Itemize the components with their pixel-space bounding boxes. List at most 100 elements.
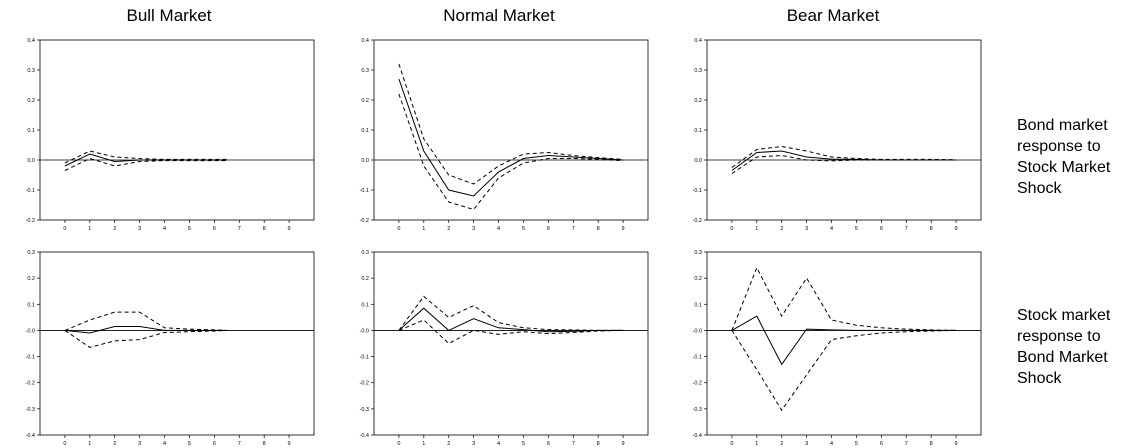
- y-tick-label: -0.2: [26, 381, 35, 387]
- y-tick-label: 0.1: [694, 128, 702, 134]
- y-tick-label: -0.2: [693, 381, 702, 387]
- y-tick-label: -0.2: [693, 218, 702, 224]
- y-tick-label: 0.0: [27, 158, 35, 164]
- x-tick-label: 2: [780, 441, 783, 447]
- x-tick-label: 4: [163, 226, 166, 232]
- x-tick-label: 7: [572, 226, 575, 232]
- y-tick-label: 0.4: [27, 38, 35, 44]
- x-tick-label: 3: [472, 441, 475, 447]
- x-tick-label: 5: [188, 441, 191, 447]
- y-tick-label: -0.1: [26, 355, 35, 361]
- row-label-line: response to: [1017, 328, 1101, 345]
- plot-frame: [373, 39, 649, 221]
- y-tick-label: 0.2: [694, 98, 702, 104]
- plot-frame: [39, 251, 315, 436]
- x-tick-label: 0: [397, 226, 400, 232]
- x-tick-label: 2: [780, 226, 783, 232]
- y-tick-label: -0.1: [26, 188, 35, 194]
- x-tick-label: 9: [288, 441, 291, 447]
- impulse-response-line: [731, 315, 957, 366]
- x-tick-label: 3: [138, 441, 141, 447]
- y-tick-label: 0.1: [694, 302, 702, 308]
- x-tick-label: 8: [930, 226, 933, 232]
- x-tick-label: 7: [238, 441, 241, 447]
- x-tick-label: 5: [855, 226, 858, 232]
- x-tick-label: 6: [213, 226, 216, 232]
- x-tick-label: 4: [830, 441, 833, 447]
- impulse-response-line: [64, 326, 227, 334]
- x-tick-label: 8: [263, 226, 266, 232]
- confidence-band-line: [398, 63, 624, 185]
- y-tick-label: 0.3: [27, 68, 35, 74]
- chart-panel-3: -0.4 -0.3 -0.2 -0.1 -0.0 0.1 0.2 0.3 0 1 2 3 4 5 6 7 8 9: [26, 250, 315, 447]
- row-label-line: Bond market: [1017, 117, 1108, 134]
- confidence-band-line: [731, 329, 957, 412]
- x-tick-label: 5: [855, 441, 858, 447]
- x-tick-label: 7: [572, 441, 575, 447]
- x-tick-label: 6: [213, 441, 216, 447]
- y-tick-label: -0.1: [360, 188, 369, 194]
- y-tick-label: -0.4: [26, 433, 35, 439]
- row-label-bond-response: Bond market response to Stock Market Sho…: [1017, 115, 1142, 199]
- x-tick-label: 4: [497, 441, 500, 447]
- y-tick-label: 0.1: [361, 128, 369, 134]
- x-tick-label: 0: [63, 226, 66, 232]
- y-tick-label: 0.0: [361, 158, 369, 164]
- x-tick-label: 1: [88, 441, 91, 447]
- x-tick-label: 3: [138, 226, 141, 232]
- column-title-bear: Bear Market: [786, 6, 880, 25]
- impulse-response-line: [398, 78, 624, 197]
- y-tick-label: -0.2: [360, 218, 369, 224]
- x-tick-label: 2: [447, 441, 450, 447]
- x-tick-label: 4: [163, 441, 166, 447]
- y-tick-label: -0.3: [26, 407, 35, 413]
- x-tick-label: 8: [597, 441, 600, 447]
- confidence-band-line: [64, 150, 227, 164]
- impulse-response-line: [64, 153, 227, 167]
- row-label-line: Bond Market: [1017, 349, 1108, 366]
- row-label-line: response to: [1017, 138, 1101, 155]
- x-tick-label: 7: [905, 226, 908, 232]
- x-tick-label: 6: [547, 226, 550, 232]
- x-tick-label: 6: [880, 226, 883, 232]
- column-title-bull: Bull Market: [126, 6, 212, 25]
- x-tick-label: 9: [955, 441, 958, 447]
- confidence-band-line: [731, 266, 957, 331]
- chart-panel-5: -0.4 -0.3 -0.2 -0.1 -0.0 0.1 0.2 0.3 0 1 2 3 4 5 6 7 8 9: [693, 250, 982, 447]
- y-tick-label: -0.0: [693, 328, 702, 334]
- confidence-band-line: [731, 154, 957, 174]
- x-tick-label: 4: [830, 226, 833, 232]
- x-tick-label: 7: [238, 226, 241, 232]
- x-tick-label: 1: [88, 226, 91, 232]
- y-tick-label: 0.3: [694, 250, 702, 256]
- y-tick-label: 0.1: [361, 302, 369, 308]
- column-title-normal: Normal Market: [443, 6, 555, 25]
- y-tick-label: 0.1: [27, 128, 35, 134]
- x-tick-label: 1: [422, 441, 425, 447]
- y-tick-label: 0.3: [361, 250, 369, 256]
- y-tick-label: -0.4: [693, 433, 702, 439]
- chart-panel-0: -0.2 -0.1 0.0 0.1 0.2 0.3 0.4 0 1 2 3 4 5 6 7 8 9: [26, 38, 315, 232]
- y-tick-label: 0.2: [361, 98, 369, 104]
- y-tick-label: -0.4: [360, 433, 369, 439]
- x-tick-label: 3: [472, 226, 475, 232]
- x-tick-label: 0: [397, 441, 400, 447]
- x-tick-label: 6: [547, 441, 550, 447]
- y-tick-label: 0.1: [27, 302, 35, 308]
- x-tick-label: 5: [188, 226, 191, 232]
- x-tick-label: 3: [805, 441, 808, 447]
- y-tick-label: -0.3: [693, 407, 702, 413]
- impulse-response-line: [731, 150, 957, 171]
- confidence-band-line: [398, 319, 624, 345]
- x-tick-label: 0: [730, 226, 733, 232]
- y-tick-label: -0.1: [360, 355, 369, 361]
- row-label-line: Stock market: [1017, 307, 1111, 324]
- y-tick-label: -0.3: [360, 407, 369, 413]
- y-tick-label: -0.2: [360, 381, 369, 387]
- x-tick-label: 5: [522, 226, 525, 232]
- confidence-band-line: [64, 157, 227, 171]
- x-tick-label: 8: [263, 441, 266, 447]
- y-tick-label: 0.0: [694, 158, 702, 164]
- confidence-band-line: [64, 329, 227, 348]
